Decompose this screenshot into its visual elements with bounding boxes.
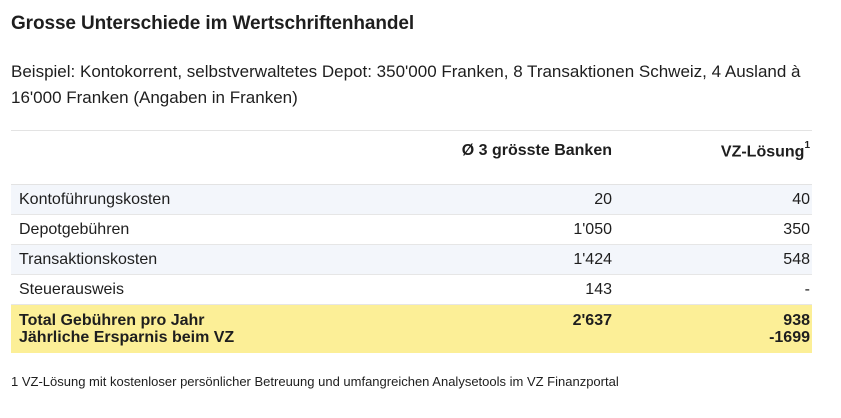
header-banks: Ø 3 grösste Banken <box>461 142 612 159</box>
table-row: Kontoführungskosten 20 40 <box>11 185 812 215</box>
table-row: Depotgebühren 1'050 350 <box>11 215 812 245</box>
row-vz-value: 40 <box>792 190 810 208</box>
row-banks-value: 1'050 <box>573 220 612 238</box>
savings-value: -1699 <box>769 329 810 346</box>
row-label: Transaktionskosten <box>19 250 158 268</box>
row-banks-value: 143 <box>585 280 612 298</box>
total-vz-cell: 938 -1699 <box>612 312 810 346</box>
row-vz-value: 350 <box>783 220 810 238</box>
header-vz-label: VZ-Lösung <box>720 143 805 161</box>
row-label: Steuerausweis <box>19 280 124 298</box>
footnote: 1 VZ-Lösung mit kostenloser persönlicher… <box>11 374 619 389</box>
row-banks-value: 1'424 <box>573 250 612 268</box>
total-label: Total Gebühren pro Jahr <box>19 312 205 329</box>
row-banks-value: 20 <box>594 190 612 208</box>
page-title: Grosse Unterschiede im Wertschriftenhand… <box>11 13 415 34</box>
subtitle: Beispiel: Kontokorrent, selbstverwaltete… <box>11 62 801 107</box>
row-vz-value: 548 <box>783 250 810 268</box>
table-row: Steuerausweis 143 - <box>11 275 812 305</box>
total-vz-value: 938 <box>783 312 810 329</box>
row-label: Kontoführungskosten <box>19 190 171 208</box>
total-labels: Total Gebühren pro Jahr Jährliche Erspar… <box>11 312 319 346</box>
row-vz-value: - <box>804 280 810 298</box>
table-row: Transaktionskosten 1'424 548 <box>11 245 812 275</box>
footnote-marker: 1 <box>804 140 810 151</box>
total-row: Total Gebühren pro Jahr Jährliche Erspar… <box>11 305 812 353</box>
savings-label: Jährliche Ersparnis beim VZ <box>19 329 235 346</box>
fee-comparison-table: Ø 3 grösste Banken VZ-Lösung1 Kontoführu… <box>11 130 812 353</box>
header-vz: VZ-Lösung1 <box>612 131 810 161</box>
total-banks-cell: 2'637 <box>319 312 612 329</box>
table-header-row: Ø 3 grösste Banken VZ-Lösung1 <box>11 131 812 185</box>
total-banks-value: 2'637 <box>572 312 612 329</box>
row-label: Depotgebühren <box>19 220 130 238</box>
